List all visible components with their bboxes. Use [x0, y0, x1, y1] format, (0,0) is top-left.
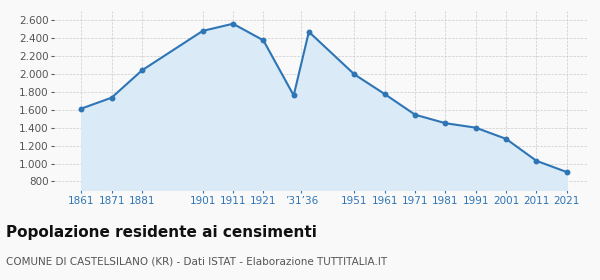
Point — [532, 158, 541, 163]
Point — [410, 113, 420, 117]
Point — [77, 106, 86, 111]
Point — [471, 125, 481, 130]
Point — [501, 137, 511, 141]
Point — [562, 170, 572, 174]
Point — [350, 72, 359, 77]
Point — [259, 38, 268, 43]
Text: COMUNE DI CASTELSILANO (KR) - Dati ISTAT - Elaborazione TUTTITALIA.IT: COMUNE DI CASTELSILANO (KR) - Dati ISTAT… — [6, 256, 387, 266]
Point — [228, 22, 238, 26]
Point — [137, 68, 147, 73]
Point — [289, 93, 298, 98]
Text: Popolazione residente ai censimenti: Popolazione residente ai censimenti — [6, 225, 317, 241]
Point — [198, 29, 208, 33]
Point — [107, 95, 116, 100]
Point — [440, 121, 450, 125]
Point — [304, 30, 314, 34]
Point — [380, 92, 389, 96]
